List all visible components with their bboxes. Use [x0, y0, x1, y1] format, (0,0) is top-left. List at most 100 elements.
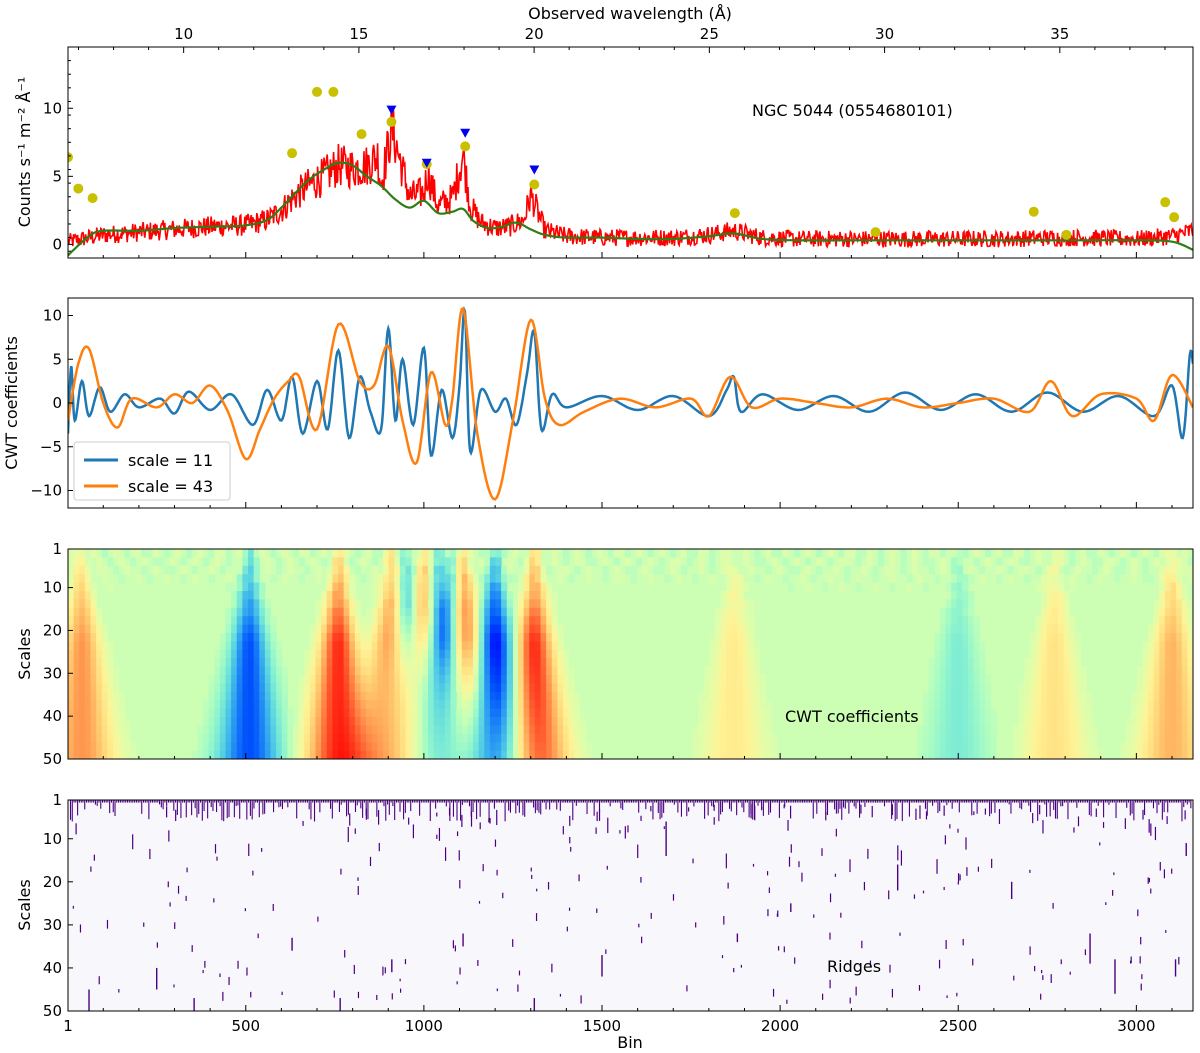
heatmap-cell [1091, 565, 1098, 575]
heatmap-cell [1074, 725, 1082, 735]
heatmap-cell [383, 607, 390, 617]
heatmap-cell [529, 717, 536, 726]
heatmap-cell [84, 633, 92, 642]
heatmap-cell [248, 624, 255, 634]
cwt-ylabel: CWT coefficients [2, 336, 21, 470]
heatmap-cell [326, 725, 333, 735]
heatmap-cell [1176, 565, 1183, 575]
heatmap-cell [450, 649, 457, 659]
heatmap-cell [343, 574, 350, 584]
heatmap-cell [962, 549, 969, 558]
heatmap-cell [534, 700, 542, 710]
heatmap-cell [962, 641, 969, 651]
heatmap-cell [1142, 549, 1149, 558]
heatmap-cell [692, 725, 699, 735]
heatmap-cell [276, 700, 283, 710]
heatmap-cell [242, 633, 249, 642]
heatmap-cell [371, 557, 378, 567]
heatmap-cell [276, 675, 283, 684]
heatmap-cell [253, 557, 260, 567]
heatmap-cell [489, 658, 497, 668]
heatmap-cell [411, 565, 418, 575]
heatmap-cell [939, 624, 947, 634]
heatmap-cell [383, 666, 390, 676]
heatmap-cell [489, 565, 497, 575]
heatmap-cell [534, 742, 542, 752]
heatmap-cell [321, 683, 328, 693]
heatmap-cell [743, 641, 750, 651]
heatmap-cell [686, 549, 693, 558]
heatmap-cell [298, 717, 305, 726]
heatmap-cell [332, 733, 339, 743]
heatmap-cell [242, 574, 249, 584]
heatmap-cell [354, 675, 362, 684]
heatmap-cell [259, 675, 266, 684]
heatmap-cell [1091, 549, 1098, 558]
smoothed-spectrum-line [68, 161, 1193, 257]
heatmap-cell [270, 717, 277, 726]
heatmap-cell [214, 549, 221, 558]
heatmap-cell [506, 675, 513, 684]
heatmap-cell [338, 750, 345, 759]
heatmap-cell [495, 549, 502, 558]
heatmap-cell [720, 750, 727, 759]
heatmap-cell [495, 700, 502, 710]
heatmap-cell [501, 658, 508, 668]
heatmap-cell [495, 658, 502, 668]
heatmap-cell [793, 557, 800, 567]
heatmap-cell [1153, 557, 1160, 567]
heatmap-cell [968, 725, 975, 735]
heatmap-cell [84, 582, 92, 592]
heatmap-cell [934, 641, 941, 651]
heatmap-cell [304, 700, 311, 710]
heatmap-cell [338, 574, 345, 584]
heatmap-cell [973, 683, 980, 693]
heatmap-cell [377, 725, 384, 735]
heatmap-cell [371, 624, 378, 634]
heatmap-cell [231, 633, 238, 642]
heatmap-cell [1131, 708, 1138, 718]
heatmap-cell [984, 708, 992, 718]
heatmap-cell [956, 742, 963, 752]
heatmap-cell [923, 691, 930, 701]
heatmap-cell [450, 733, 457, 743]
heatmap-cell [377, 666, 384, 676]
heatmap-cell [270, 624, 277, 634]
heatmap-cell [849, 549, 857, 558]
heatmap-cell [242, 557, 249, 567]
heatmap-cell [720, 742, 727, 752]
heatmap-cell [979, 565, 986, 575]
heatmap-cell [124, 750, 131, 759]
heatmap-cell [956, 725, 963, 735]
heatmap-cell [945, 666, 952, 676]
heatmap-cell [484, 708, 491, 718]
heatmap-cell [118, 733, 125, 743]
heatmap-cell [383, 708, 390, 718]
heatmap-cell [489, 708, 497, 718]
heatmap-cell [720, 624, 727, 634]
heatmap-cell [529, 649, 536, 659]
heatmap-cell [388, 557, 395, 567]
heatmap-cell [326, 633, 333, 642]
heatmap-cell [259, 691, 266, 701]
heatmap-cell [1041, 624, 1048, 634]
heatmap-cell [506, 725, 513, 735]
heatmap-cell [878, 557, 885, 567]
heatmap-cell [377, 708, 384, 718]
heatmap-cell [754, 683, 761, 693]
heatmap-cell [934, 675, 941, 684]
heatmap-cell [484, 633, 491, 642]
heatmap-cell [259, 708, 266, 718]
heatmap-cell [321, 616, 328, 626]
heatmap-cell [489, 725, 497, 735]
heatmap-cell [467, 717, 474, 726]
heatmap-cell [1058, 574, 1065, 584]
heatmap-cell [748, 725, 755, 735]
heatmap-cell [1046, 599, 1053, 609]
heatmap-cell [68, 700, 75, 710]
heatmap-cell [928, 675, 935, 684]
heatmap-cell [968, 574, 975, 584]
heatmap-cell [979, 742, 986, 752]
heatmap-cell [574, 708, 581, 718]
heatmap-cell [923, 742, 930, 752]
